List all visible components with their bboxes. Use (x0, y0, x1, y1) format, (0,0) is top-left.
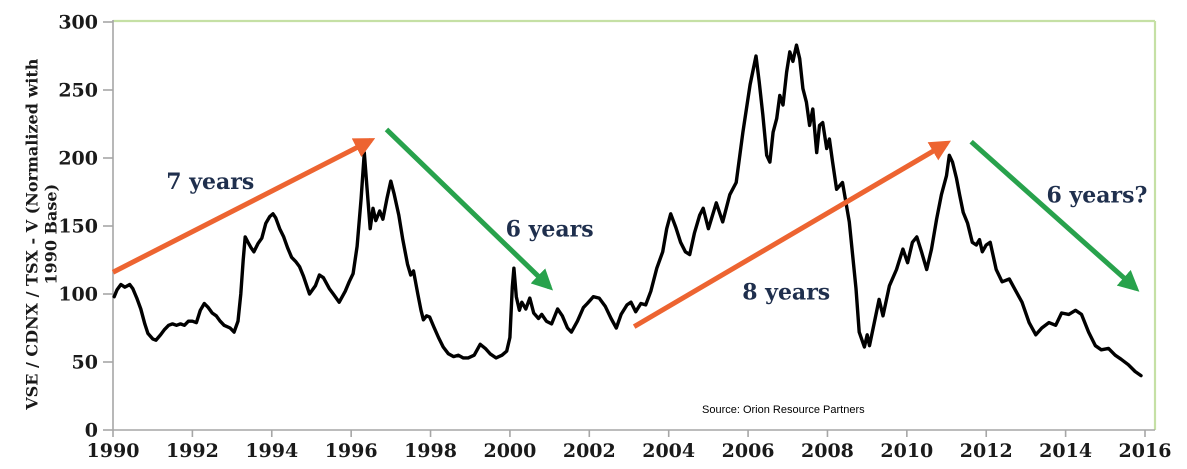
bull-market-arrow-1 (111, 138, 376, 275)
y-tick-label: 0 (85, 420, 98, 442)
x-tick-label: 2010 (880, 440, 933, 462)
index-price-line (112, 43, 1143, 378)
duration-annotation-label: 8 years (742, 279, 830, 305)
x-tick-label: 2008 (801, 440, 854, 462)
x-tick-label: 2014 (1039, 440, 1092, 462)
bear-market-arrow-2 (969, 139, 1140, 292)
x-tick-label: 2016 (1119, 440, 1172, 462)
y-tick-label: 250 (58, 80, 98, 102)
source-note: Source: Orion Resource Partners (702, 404, 865, 416)
bull-market-arrow-2 (632, 140, 952, 329)
x-tick-label: 2000 (483, 440, 536, 462)
y-tick-label: 100 (58, 284, 98, 306)
y-tick-label: 150 (58, 216, 98, 238)
x-tick-label: 2006 (722, 440, 775, 462)
x-tick-label: 1992 (166, 440, 219, 462)
bear-market-arrow-1 (384, 127, 554, 291)
x-tick-label: 1990 (87, 440, 140, 462)
y-tick-label: 200 (58, 148, 98, 170)
x-tick-label: 2004 (642, 440, 695, 462)
duration-annotation-label: 7 years (166, 169, 254, 195)
x-tick-label: 2002 (563, 440, 616, 462)
x-tick-label: 1998 (404, 440, 457, 462)
x-tick-label: 2012 (960, 440, 1013, 462)
y-tick-label: 50 (72, 352, 98, 374)
y-tick-label: 300 (58, 12, 98, 34)
x-tick-label: 1996 (325, 440, 378, 462)
duration-annotation-label: 6 years (506, 217, 594, 243)
duration-annotation-label: 6 years? (1047, 183, 1148, 209)
x-tick-label: 1994 (245, 440, 298, 462)
